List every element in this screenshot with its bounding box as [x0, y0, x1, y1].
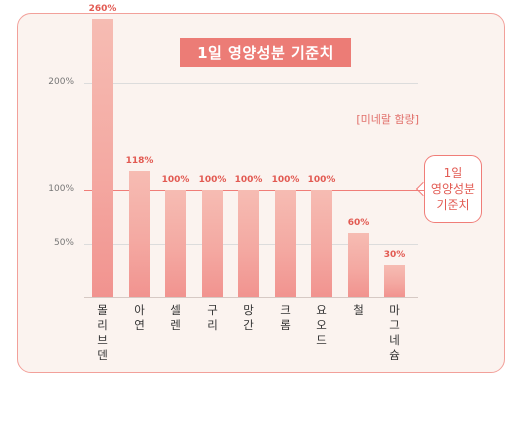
data-label: 100% — [234, 175, 263, 185]
x-axis-baseline — [84, 297, 418, 298]
bar — [202, 190, 223, 297]
bar — [275, 190, 296, 297]
bar — [311, 190, 332, 297]
reference-callout: 1일 영양성분 기준치 — [424, 155, 482, 223]
bar — [92, 19, 113, 297]
reference-callout-line-1: 1일 — [443, 166, 463, 180]
y-tick-label: 50% — [53, 238, 74, 248]
bar — [129, 171, 150, 297]
data-label: 100% — [271, 175, 300, 185]
bar — [384, 265, 405, 297]
y-tick-label: 200% — [48, 77, 74, 87]
x-tick-label: 철 — [353, 303, 364, 317]
reference-line-extension — [418, 190, 424, 191]
bar — [238, 190, 259, 297]
data-label: 100% — [161, 175, 190, 185]
reference-callout-line-2: 영양성분 — [430, 182, 476, 196]
data-label: 100% — [198, 175, 227, 185]
y-tick-label: 100% — [48, 184, 74, 194]
gridline — [84, 83, 418, 84]
bar — [165, 190, 186, 297]
data-label: 30% — [383, 250, 406, 260]
data-label: 60% — [347, 218, 370, 228]
data-label: 260% — [88, 4, 117, 14]
reference-callout-line-3: 기준치 — [436, 198, 470, 212]
data-label: 118% — [125, 156, 154, 166]
chart-subtitle: [미네랄 함량] — [356, 113, 419, 126]
chart-title: 1일 영양성분 기준치 — [180, 38, 351, 67]
data-label: 100% — [307, 175, 336, 185]
bar — [348, 233, 369, 297]
